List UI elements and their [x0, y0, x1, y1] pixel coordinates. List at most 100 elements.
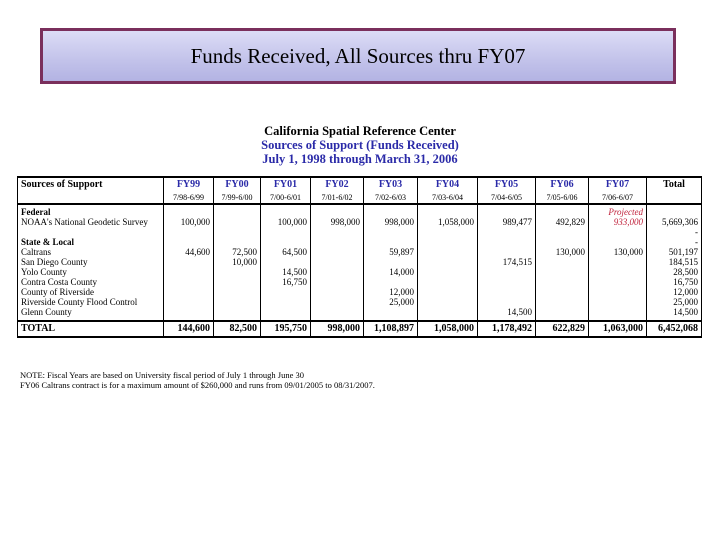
cell-value — [213, 287, 261, 297]
header-year: FY06 — [535, 176, 589, 192]
total-value: 1,058,000 — [417, 320, 478, 338]
cell-value — [310, 257, 364, 267]
total-value: 82,500 — [213, 320, 261, 338]
cell-value: 14,000 — [363, 267, 418, 277]
row-total: 12,000 — [646, 287, 702, 297]
cell-value — [310, 287, 364, 297]
cell-value: 998,000 — [363, 217, 418, 227]
cell-value — [163, 277, 214, 287]
fy07-projected-label: Projected — [588, 204, 647, 217]
table-row-riverside: County of Riverside 12,000 12,000 — [17, 287, 702, 297]
note-caltrans-contract: FY06 Caltrans contract is for a maximum … — [20, 380, 375, 390]
section-label-state-local: State & Local — [17, 237, 164, 247]
header-year: FY04 — [417, 176, 478, 192]
header-year: FY01 — [260, 176, 311, 192]
total-value: 195,750 — [260, 320, 311, 338]
cell-value: 100,000 — [163, 217, 214, 227]
header-row: Sources of Support FY99 FY00 FY01 FY02 F… — [17, 176, 702, 192]
cell-value: 130,000 — [588, 247, 647, 257]
cell-value — [363, 277, 418, 287]
table-heading-subject: Sources of Support (Funds Received) — [261, 138, 459, 152]
header-year: FY07 — [588, 176, 647, 192]
total-value: 998,000 — [310, 320, 364, 338]
cell-value — [163, 287, 214, 297]
row-total: 28,500 — [646, 267, 702, 277]
row-total: 501,197 — [646, 247, 702, 257]
dash-value: - — [646, 227, 702, 237]
cell-value — [477, 247, 536, 257]
header-sources: Sources of Support — [17, 176, 164, 192]
header-year: FY02 — [310, 176, 364, 192]
cell-value — [163, 257, 214, 267]
cell-value: 10,000 — [213, 257, 261, 267]
cell-value — [213, 267, 261, 277]
spacer-row: - — [17, 227, 702, 237]
period-range: 7/01-6/02 — [310, 192, 364, 205]
cell-value: 14,500 — [477, 307, 536, 321]
cell-value — [260, 257, 311, 267]
cell-value — [310, 297, 364, 307]
funds-table: Sources of Support FY99 FY00 FY01 FY02 F… — [17, 176, 702, 338]
header-total: Total — [646, 176, 702, 192]
cell-value: 12,000 — [363, 287, 418, 297]
cell-value — [588, 297, 647, 307]
slide-title: Funds Received, All Sources thru FY07 — [190, 43, 526, 68]
table-row-contra-costa: Contra Costa County 16,750 16,750 — [17, 277, 702, 287]
cell-value: 44,600 — [163, 247, 214, 257]
cell-value — [535, 277, 589, 287]
cell-value — [310, 277, 364, 287]
cell-value — [363, 257, 418, 267]
cell-value: 59,897 — [363, 247, 418, 257]
cell-value — [417, 247, 478, 257]
cell-value — [477, 277, 536, 287]
cell-value — [417, 257, 478, 267]
cell-value: 130,000 — [535, 247, 589, 257]
cell-value — [588, 287, 647, 297]
cell-value: 72,500 — [213, 247, 261, 257]
header-year: FY99 — [163, 176, 214, 192]
period-row: 7/98-6/99 7/99-6/00 7/00-6/01 7/01-6/02 … — [17, 192, 702, 205]
table-row-riverside-flood: Riverside County Flood Control 25,000 25… — [17, 297, 702, 307]
row-label: Contra Costa County — [17, 277, 164, 287]
cell-value — [363, 307, 418, 321]
row-label: County of Riverside — [17, 287, 164, 297]
note-fiscal-years: NOTE: Fiscal Years are based on Universi… — [20, 370, 304, 380]
period-range: 7/99-6/00 — [213, 192, 261, 205]
cell-value — [213, 297, 261, 307]
row-label: Glenn County — [17, 307, 164, 321]
cell-value: 1,058,000 — [417, 217, 478, 227]
cell-value — [310, 247, 364, 257]
total-value: 622,829 — [535, 320, 589, 338]
cell-value — [260, 287, 311, 297]
cell-value — [588, 307, 647, 321]
section-row-federal: Federal Projected — [17, 204, 702, 217]
period-blank — [17, 192, 164, 205]
period-range: 7/00-6/01 — [260, 192, 311, 205]
period-range: 7/06-6/07 — [588, 192, 647, 205]
cell-value — [477, 267, 536, 277]
table-row-san-diego: San Diego County 10,000 174,515 184,515 — [17, 257, 702, 267]
period-range: 7/02-6/03 — [363, 192, 418, 205]
total-value: 1,063,000 — [588, 320, 647, 338]
cell-value — [535, 287, 589, 297]
total-value: 1,108,897 — [363, 320, 418, 338]
cell-value: 998,000 — [310, 217, 364, 227]
cell-value: 64,500 — [260, 247, 311, 257]
cell-value — [417, 307, 478, 321]
cell-value — [310, 307, 364, 321]
total-row: TOTAL 144,600 82,500 195,750 998,000 1,1… — [17, 320, 702, 338]
row-total: 184,515 — [646, 257, 702, 267]
cell-value — [588, 277, 647, 287]
total-label: TOTAL — [17, 320, 164, 338]
table-heading-org: California Spatial Reference Center — [264, 124, 456, 138]
cell-value — [588, 257, 647, 267]
cell-value — [417, 267, 478, 277]
row-label: San Diego County — [17, 257, 164, 267]
table-row-glenn: Glenn County 14,500 14,500 — [17, 307, 702, 321]
header-year: FY03 — [363, 176, 418, 192]
period-range: 7/05-6/06 — [535, 192, 589, 205]
period-range: 7/98-6/99 — [163, 192, 214, 205]
cell-value — [535, 307, 589, 321]
cell-value — [213, 307, 261, 321]
row-label: Yolo County — [17, 267, 164, 277]
